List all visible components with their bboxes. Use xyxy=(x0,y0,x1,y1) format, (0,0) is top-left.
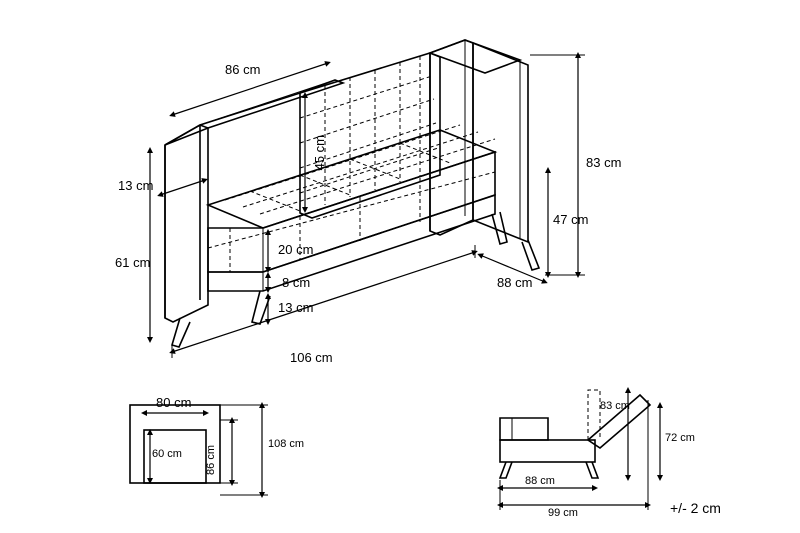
dim-arm-height: 61 cm xyxy=(115,255,150,270)
dim-top-inner-w: 80 cm xyxy=(156,395,191,410)
dim-side-h-upright: 83 cm xyxy=(600,400,630,412)
dim-top-outer-d: 86 cm xyxy=(205,445,217,475)
dim-total-depth: 88 cm xyxy=(497,275,532,290)
dim-seat-height: 47 cm xyxy=(553,212,588,227)
dim-cushion-height: 20 cm xyxy=(278,242,313,257)
dim-side-h-recline: 72 cm xyxy=(665,432,695,444)
dim-rail-height: 8 cm xyxy=(282,275,310,290)
dim-side-footprint: 99 cm xyxy=(548,507,578,519)
tolerance-note: +/- 2 cm xyxy=(670,500,721,516)
dim-top-inner-d: 60 cm xyxy=(152,448,182,460)
dim-side-seat-depth: 88 cm xyxy=(525,475,555,487)
dim-arm-depth: 86 cm xyxy=(225,62,260,77)
dim-top-overall: 108 cm xyxy=(268,438,304,450)
diagram-canvas: { "type": "dimension-diagram", "unit": "… xyxy=(0,0,800,533)
dim-leg-height: 13 cm xyxy=(278,300,313,315)
dim-total-width: 106 cm xyxy=(290,350,333,365)
dim-back-height: 45 cm xyxy=(312,135,327,170)
dim-total-height: 83 cm xyxy=(586,155,621,170)
dim-arm-width: 13 cm xyxy=(118,178,153,193)
